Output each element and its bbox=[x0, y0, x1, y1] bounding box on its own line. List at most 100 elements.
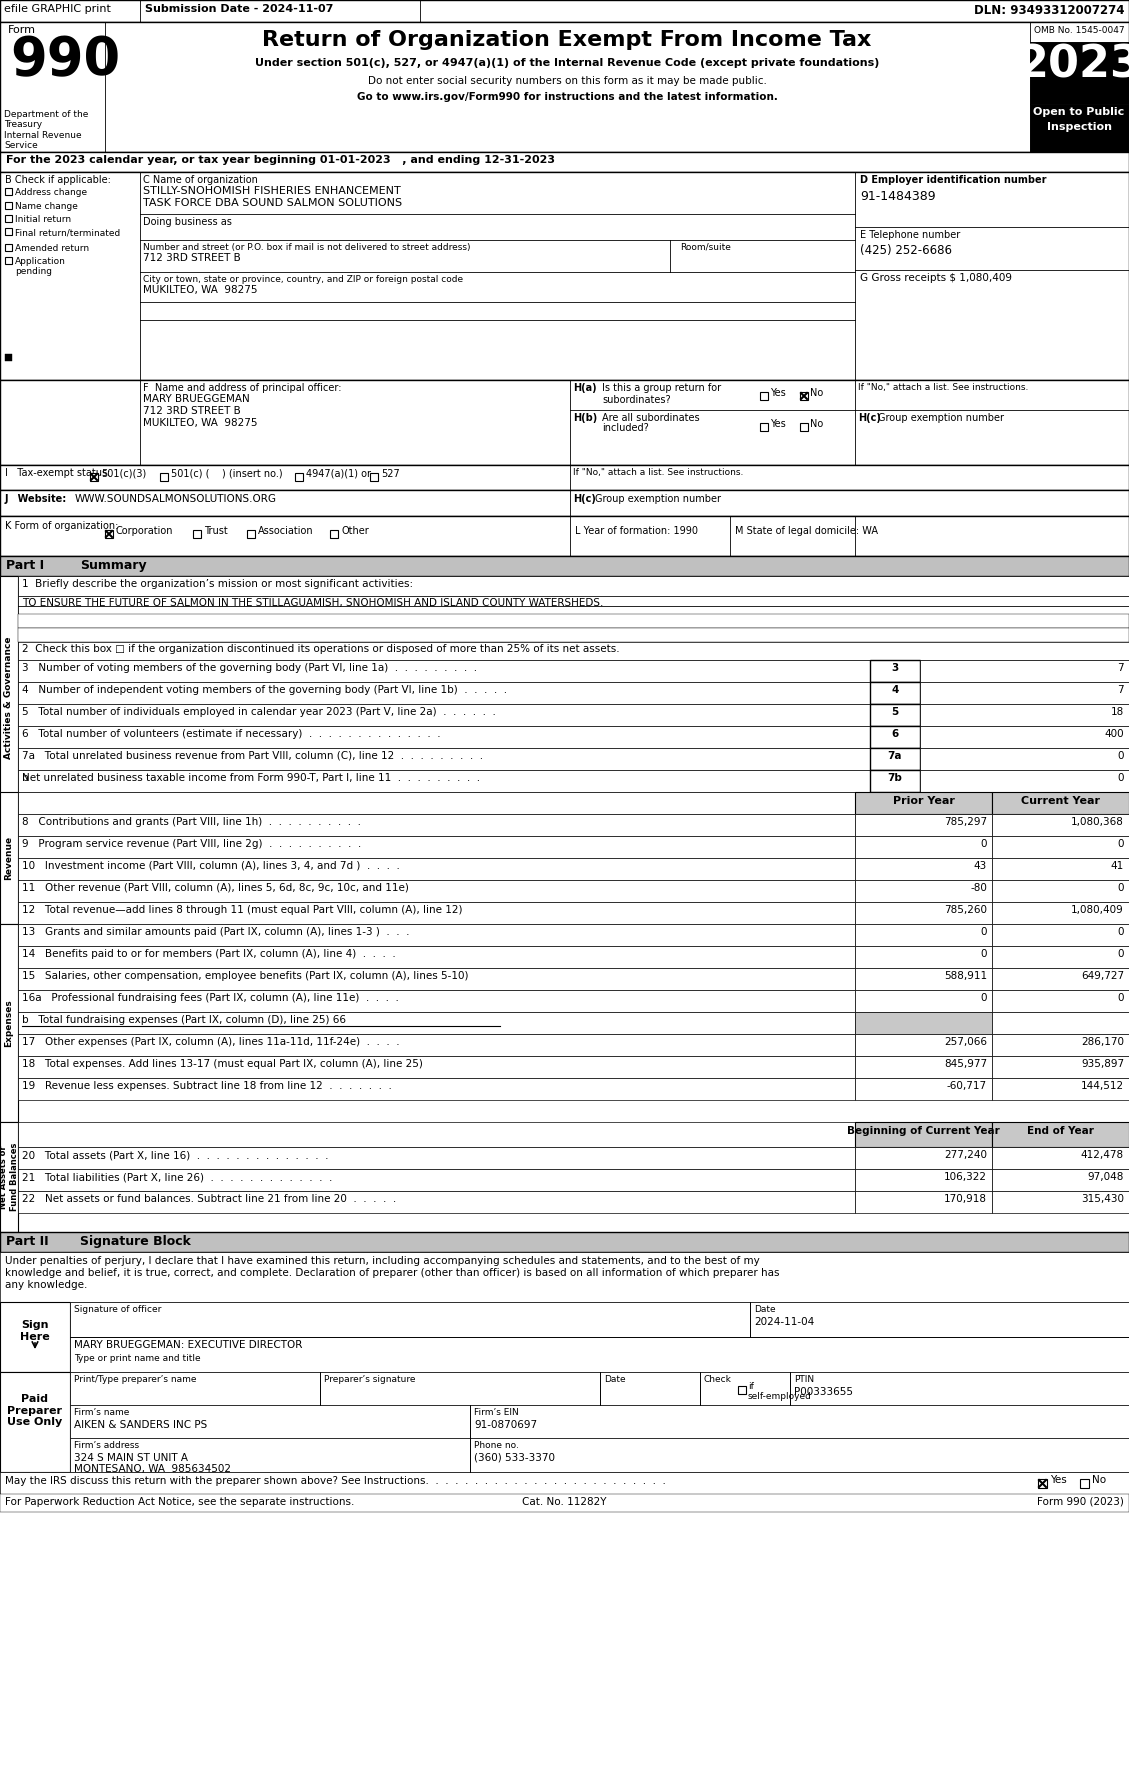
Bar bbox=[295, 473, 303, 480]
Bar bbox=[247, 530, 255, 539]
Text: 43: 43 bbox=[973, 862, 987, 871]
Text: 286,170: 286,170 bbox=[1080, 1037, 1124, 1047]
Text: 15   Salaries, other compensation, employee benefits (Part IX, column (A), lines: 15 Salaries, other compensation, employe… bbox=[21, 971, 469, 980]
Bar bbox=[920, 749, 1129, 770]
Bar bbox=[0, 1233, 1129, 1252]
Text: 785,297: 785,297 bbox=[944, 818, 987, 826]
Text: Preparer’s signature: Preparer’s signature bbox=[324, 1376, 415, 1385]
Text: 7a: 7a bbox=[887, 751, 902, 761]
Text: 18: 18 bbox=[1111, 706, 1124, 717]
Bar bbox=[855, 1035, 992, 1056]
Text: Part I: Part I bbox=[6, 560, 44, 572]
Text: 5: 5 bbox=[892, 706, 899, 717]
Text: 0: 0 bbox=[1118, 992, 1124, 1003]
Bar bbox=[855, 1190, 992, 1213]
Text: J   Website:: J Website: bbox=[5, 494, 68, 503]
Text: Open to Public: Open to Public bbox=[1033, 108, 1124, 117]
Text: 106,322: 106,322 bbox=[944, 1173, 987, 1181]
Bar bbox=[992, 991, 1129, 1012]
Text: Submission Date - 2024-11-07: Submission Date - 2024-11-07 bbox=[145, 4, 333, 14]
Text: WWW.SOUNDSALMONSOLUTIONS.ORG: WWW.SOUNDSALMONSOLUTIONS.ORG bbox=[75, 494, 277, 503]
Text: If "No," attach a list. See instructions.: If "No," attach a list. See instructions… bbox=[574, 468, 743, 477]
Text: 935,897: 935,897 bbox=[1080, 1060, 1124, 1068]
Text: 257,066: 257,066 bbox=[944, 1037, 987, 1047]
Bar bbox=[5, 215, 12, 223]
Text: MARY BRUEGGEMAN: EXECUTIVE DIRECTOR: MARY BRUEGGEMAN: EXECUTIVE DIRECTOR bbox=[75, 1340, 303, 1349]
Bar bbox=[855, 924, 992, 947]
Bar bbox=[870, 749, 920, 770]
Bar bbox=[160, 473, 168, 480]
Text: Date: Date bbox=[604, 1376, 625, 1385]
Text: 2023: 2023 bbox=[1017, 44, 1129, 87]
Bar bbox=[18, 1146, 855, 1169]
Text: Revenue: Revenue bbox=[5, 835, 14, 879]
Text: Summary: Summary bbox=[80, 560, 147, 572]
Text: 91-1484389: 91-1484389 bbox=[860, 191, 936, 203]
Bar bbox=[18, 924, 855, 947]
Bar bbox=[18, 1056, 855, 1077]
Bar bbox=[0, 556, 1129, 576]
Bar bbox=[992, 947, 1129, 968]
Text: I   Tax-exempt status:: I Tax-exempt status: bbox=[5, 468, 111, 479]
Text: For Paperwork Reduction Act Notice, see the separate instructions.: For Paperwork Reduction Act Notice, see … bbox=[5, 1498, 355, 1506]
Bar bbox=[18, 1077, 855, 1100]
Text: OMB No. 1545-0047: OMB No. 1545-0047 bbox=[1034, 26, 1124, 35]
Bar bbox=[992, 924, 1129, 947]
Text: 7: 7 bbox=[1118, 662, 1124, 673]
Text: 10   Investment income (Part VIII, column (A), lines 3, 4, and 7d )  .  .  .  .: 10 Investment income (Part VIII, column … bbox=[21, 862, 400, 871]
Bar bbox=[18, 791, 855, 814]
Bar bbox=[18, 858, 855, 879]
Bar bbox=[800, 392, 808, 401]
Text: 2024-11-04: 2024-11-04 bbox=[754, 1317, 814, 1326]
Bar bbox=[855, 947, 992, 968]
Text: Beginning of Current Year: Beginning of Current Year bbox=[847, 1127, 1000, 1136]
Bar bbox=[18, 991, 855, 1012]
Bar bbox=[0, 380, 1129, 464]
Text: Corporation: Corporation bbox=[116, 526, 174, 537]
Text: F  Name and address of principal officer:: F Name and address of principal officer: bbox=[143, 383, 341, 394]
Bar bbox=[992, 902, 1129, 924]
Text: 7b: 7b bbox=[887, 774, 902, 782]
Bar bbox=[70, 1438, 470, 1473]
Text: 20   Total assets (Part X, line 16)  .  .  .  .  .  .  .  .  .  .  .  .  .  .: 20 Total assets (Part X, line 16) . . . … bbox=[21, 1150, 329, 1160]
Text: Yes: Yes bbox=[770, 389, 786, 397]
Text: 12   Total revenue—add lines 8 through 11 (must equal Part VIII, column (A), lin: 12 Total revenue—add lines 8 through 11 … bbox=[21, 904, 463, 915]
Text: Current Year: Current Year bbox=[1021, 796, 1100, 805]
Bar bbox=[18, 1169, 855, 1190]
Bar bbox=[105, 530, 113, 539]
Text: 2  Check this box □ if the organization discontinued its operations or disposed : 2 Check this box □ if the organization d… bbox=[21, 645, 620, 653]
Text: Address change: Address change bbox=[15, 187, 87, 198]
Text: May the IRS discuss this return with the preparer shown above? See Instructions.: May the IRS discuss this return with the… bbox=[5, 1476, 666, 1485]
Text: 785,260: 785,260 bbox=[944, 904, 987, 915]
Bar bbox=[870, 660, 920, 682]
Text: 3: 3 bbox=[892, 662, 899, 673]
Text: C Name of organization: C Name of organization bbox=[143, 175, 257, 185]
Bar bbox=[992, 879, 1129, 902]
Bar bbox=[18, 595, 1129, 615]
Text: Do not enter social security numbers on this form as it may be made public.: Do not enter social security numbers on … bbox=[368, 76, 767, 87]
Bar bbox=[0, 924, 18, 1121]
Text: No: No bbox=[1092, 1475, 1106, 1485]
Bar bbox=[1038, 1478, 1047, 1489]
Bar bbox=[18, 879, 855, 902]
Bar bbox=[855, 791, 992, 814]
Bar bbox=[992, 1077, 1129, 1100]
Bar bbox=[18, 726, 870, 749]
Bar bbox=[18, 1012, 855, 1035]
Bar bbox=[855, 991, 992, 1012]
Text: 649,727: 649,727 bbox=[1080, 971, 1124, 980]
Text: E Telephone number: E Telephone number bbox=[860, 230, 961, 240]
Text: Firm’s address: Firm’s address bbox=[75, 1441, 139, 1450]
Text: 144,512: 144,512 bbox=[1080, 1081, 1124, 1091]
Text: MARY BRUEGGEMAN: MARY BRUEGGEMAN bbox=[143, 394, 250, 404]
Bar bbox=[18, 835, 855, 858]
Text: MUKILTEO, WA  98275: MUKILTEO, WA 98275 bbox=[143, 284, 257, 295]
Text: No: No bbox=[809, 389, 823, 397]
Text: any knowledge.: any knowledge. bbox=[5, 1280, 87, 1289]
Bar bbox=[855, 835, 992, 858]
Bar bbox=[790, 1372, 1129, 1406]
Bar bbox=[18, 643, 1129, 660]
Text: 6: 6 bbox=[892, 729, 899, 738]
Text: City or town, state or province, country, and ZIP or foreign postal code: City or town, state or province, country… bbox=[143, 275, 463, 284]
Text: Doing business as: Doing business as bbox=[143, 217, 231, 228]
